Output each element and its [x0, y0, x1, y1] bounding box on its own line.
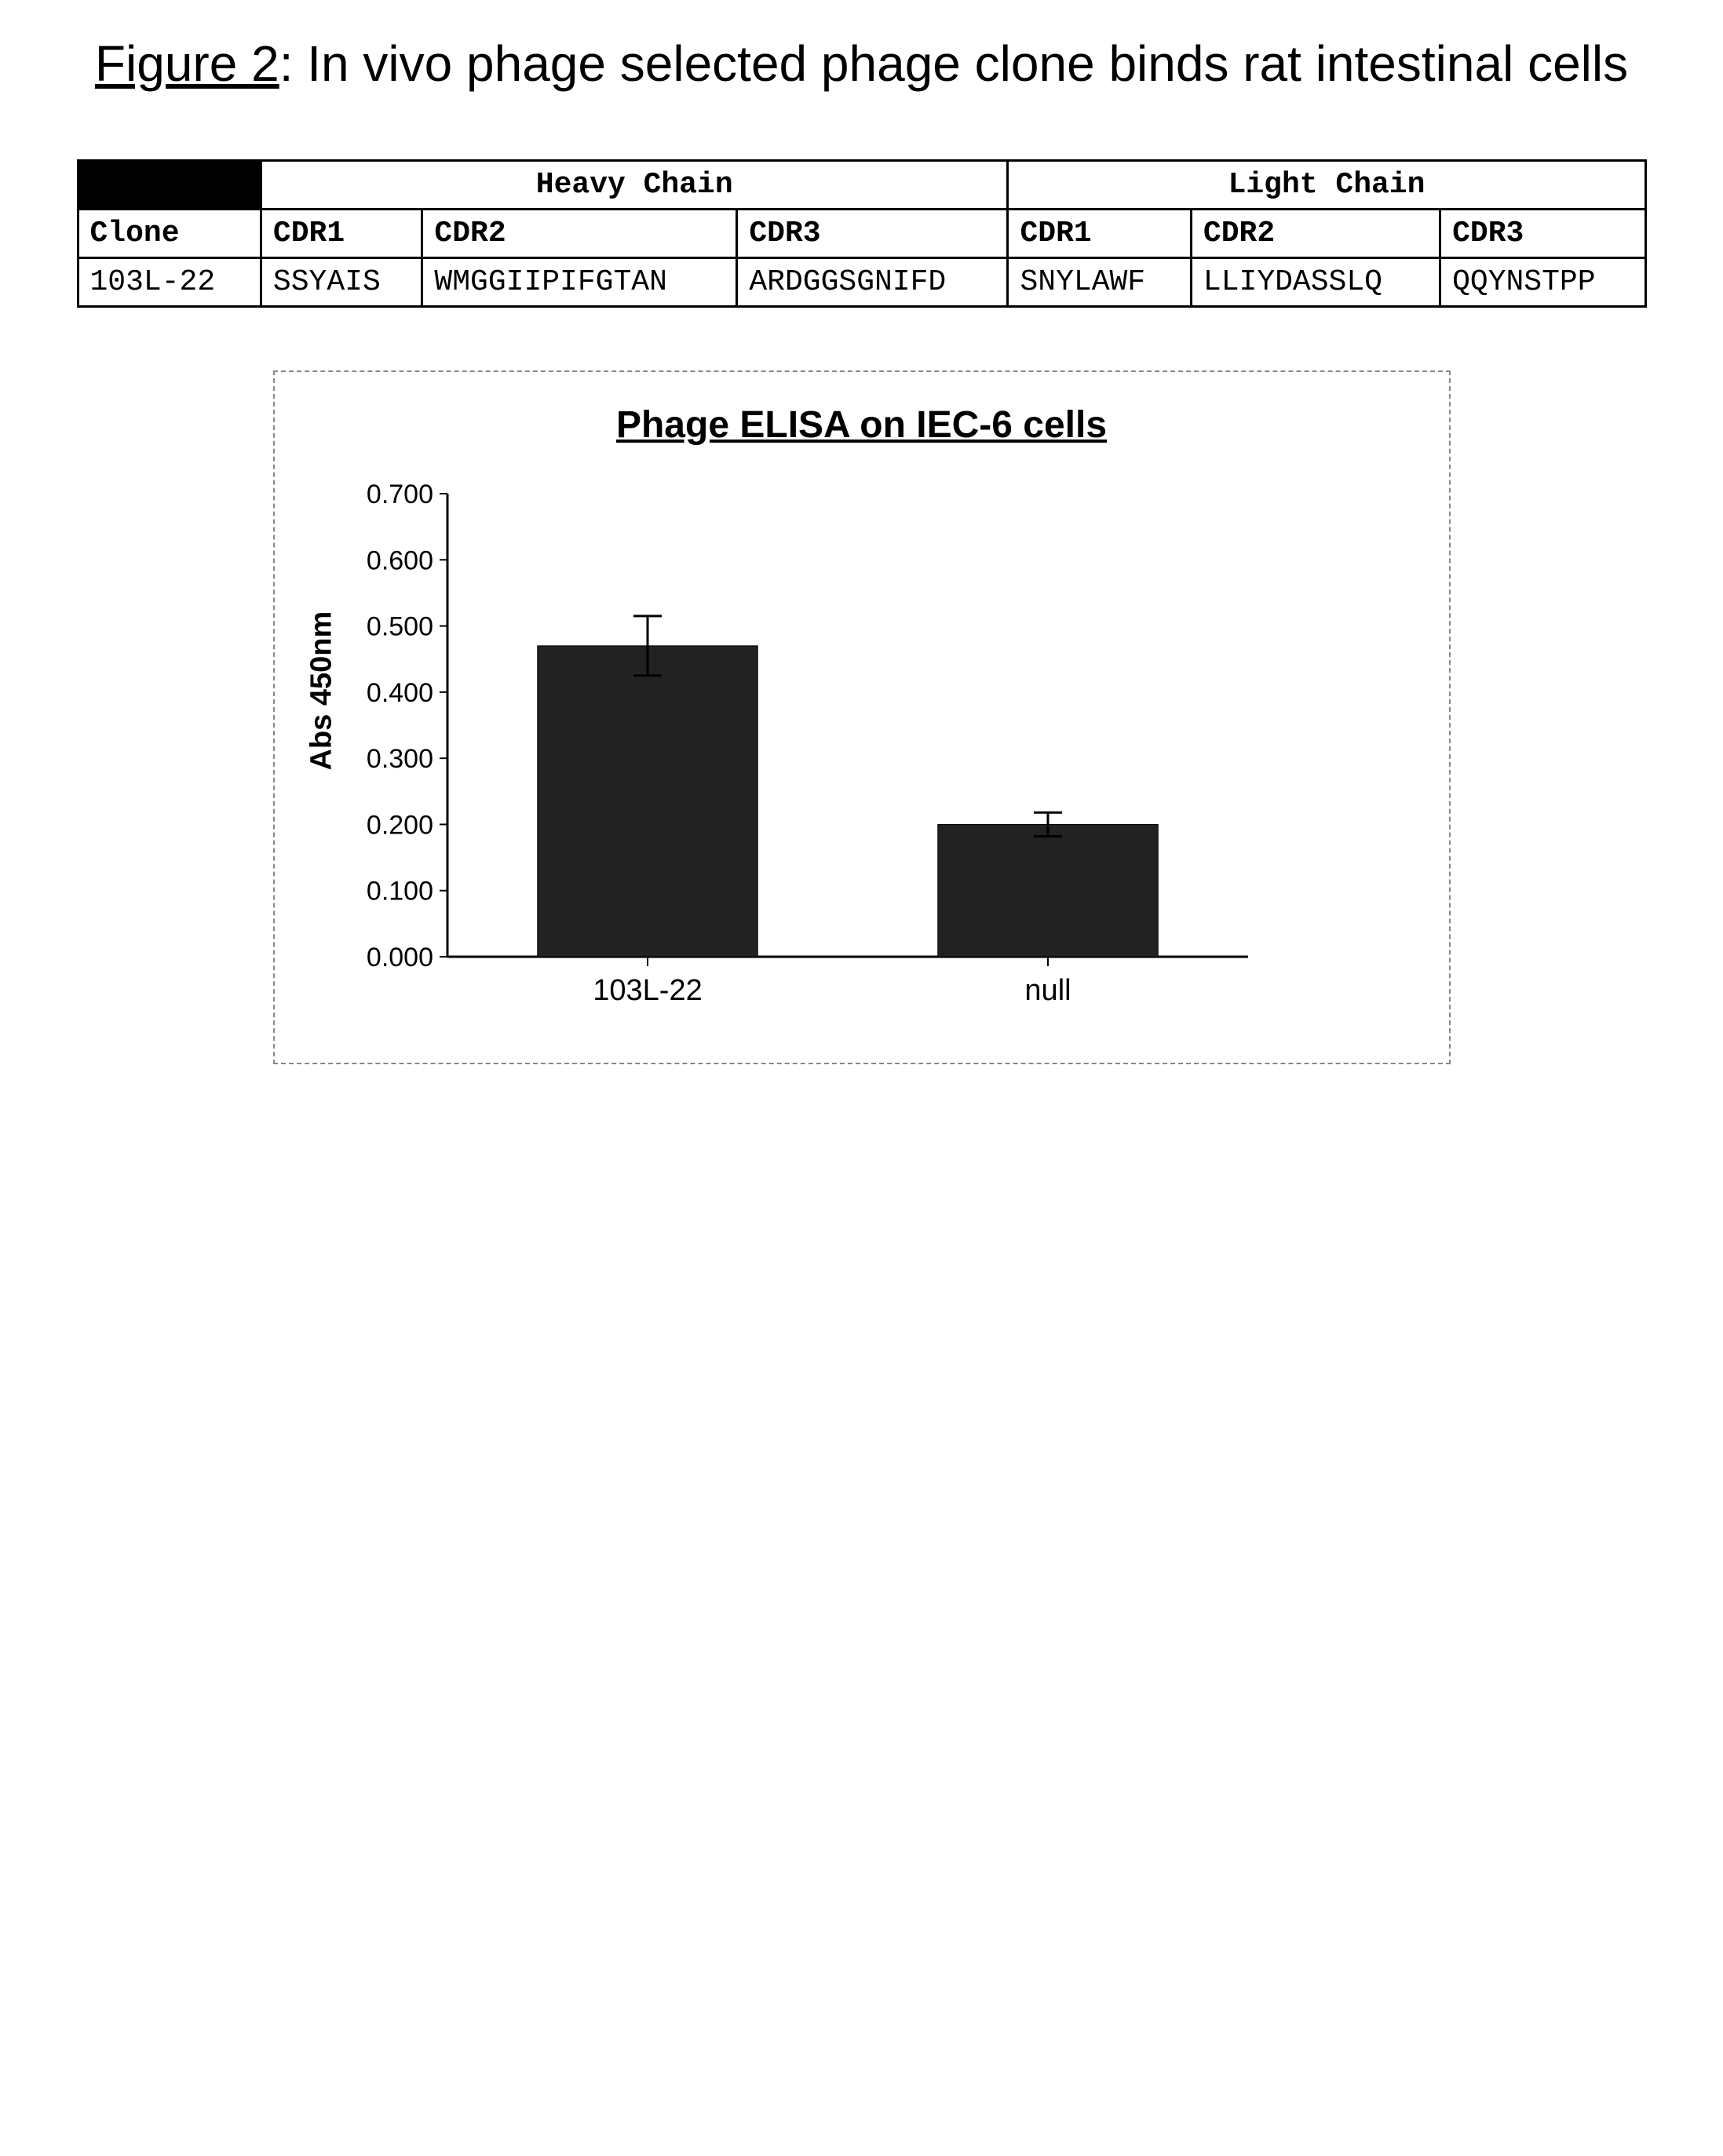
y-tick-label: 0.700	[366, 480, 433, 509]
cell-hc-cdr1: SSYAIS	[261, 258, 422, 307]
y-tick-label: 0.200	[366, 811, 433, 841]
col-clone: Clone	[78, 210, 261, 258]
figure-title: Figure 2: In vivo phage selected phage c…	[47, 31, 1676, 97]
cdr-sequence-table: Heavy Chain Light Chain Clone CDR1 CDR2 …	[77, 159, 1647, 308]
chart-panel: Phage ELISA on IEC-6 cells Abs 450nm 0.7…	[273, 370, 1451, 1064]
y-tick-label: 0.300	[366, 744, 433, 774]
cell-hc-cdr3: ARDGGSGNIFD	[737, 258, 1008, 307]
y-tick-label: 0.100	[366, 877, 433, 907]
table-data-row: 103L-22 SSYAIS WMGGIIPIFGTAN ARDGGSGNIFD…	[78, 258, 1645, 307]
light-chain-header: Light Chain	[1008, 161, 1645, 210]
cell-lc-cdr2: LLIYDASSLQ	[1191, 258, 1440, 307]
y-tick-label: 0.600	[366, 545, 433, 575]
table-column-header-row: Clone CDR1 CDR2 CDR3 CDR1 CDR2 CDR3	[78, 210, 1645, 258]
x-tick-label: 103L-22	[593, 974, 702, 1007]
col-hc-cdr3: CDR3	[737, 210, 1008, 258]
y-tick-label: 0.400	[366, 678, 433, 708]
col-lc-cdr2: CDR2	[1191, 210, 1440, 258]
x-tick-label: null	[1024, 974, 1071, 1007]
col-lc-cdr1: CDR1	[1008, 210, 1191, 258]
heavy-chain-header: Heavy Chain	[261, 161, 1008, 210]
y-axis-label: Abs 450nm	[305, 739, 338, 771]
figure-number: Figure 2	[95, 35, 279, 92]
table-group-header-row: Heavy Chain Light Chain	[78, 161, 1645, 210]
chart-plot-row: Abs 450nm 0.700 0.600 0.500 0.400 0.300 0.200…	[306, 478, 1418, 1031]
figure-title-text: : In vivo phage selected phage clone bin…	[279, 35, 1628, 92]
bar	[537, 646, 757, 957]
cell-lc-cdr3: QQYNSTPP	[1440, 258, 1645, 307]
col-hc-cdr1: CDR1	[261, 210, 422, 258]
cell-clone: 103L-22	[78, 258, 261, 307]
col-lc-cdr3: CDR3	[1440, 210, 1645, 258]
bar-chart: 0.700 0.600 0.500 0.400 0.300 0.200 0.100 0.000…	[338, 478, 1279, 1027]
y-tick-label: 0.000	[366, 943, 433, 972]
table-corner-cell	[78, 161, 261, 210]
chart-svg-container: 0.700 0.600 0.500 0.400 0.300 0.200 0.100 0.000…	[338, 478, 1418, 1031]
cell-hc-cdr2: WMGGIIPIFGTAN	[422, 258, 737, 307]
bar	[937, 825, 1158, 958]
chart-title: Phage ELISA on IEC-6 cells	[306, 403, 1418, 447]
y-tick-label: 0.500	[366, 612, 433, 642]
col-hc-cdr2: CDR2	[422, 210, 737, 258]
cell-lc-cdr1: SNYLAWF	[1008, 258, 1191, 307]
